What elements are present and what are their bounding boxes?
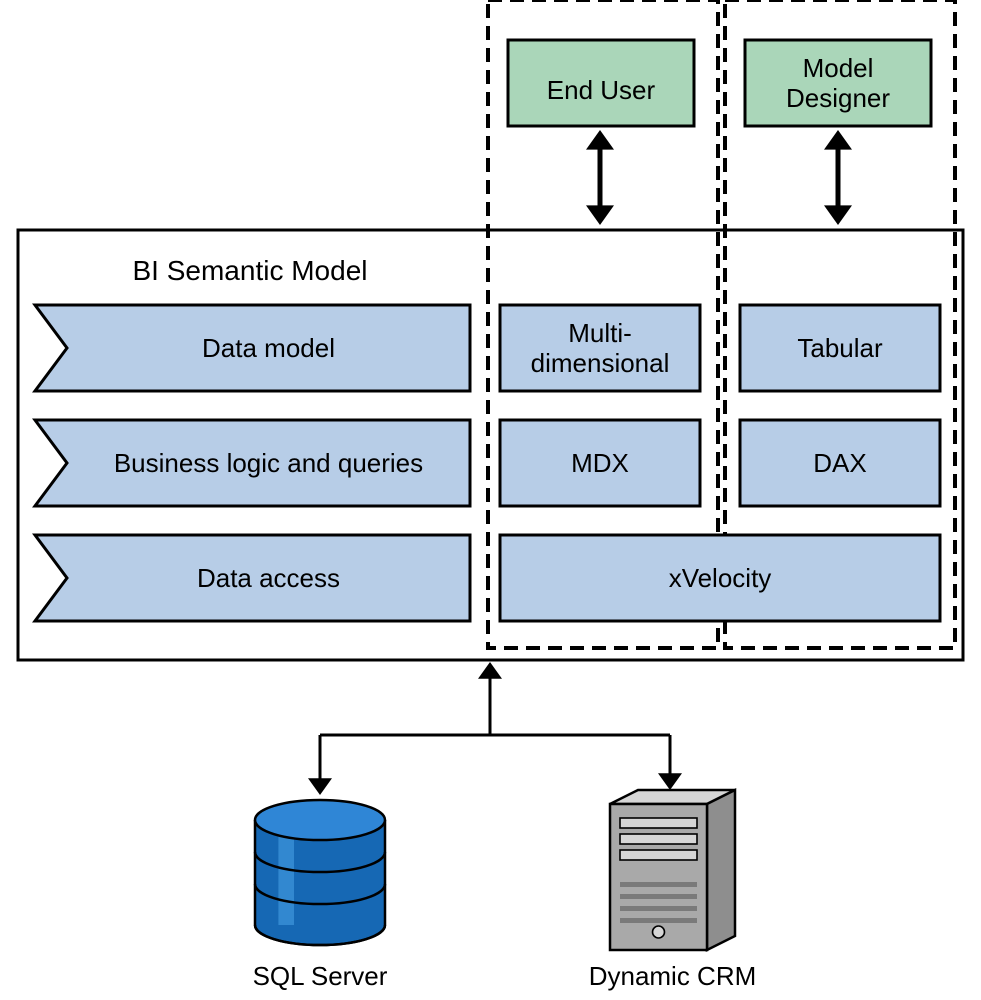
mdx-box: MDX <box>500 420 700 506</box>
box-label: xVelocity <box>669 563 772 593</box>
dynamic-crm-label: Dynamic CRM <box>589 961 757 991</box>
tag-label: Data model <box>202 333 335 363</box>
model-designer-arrow <box>824 130 852 225</box>
sql-server-label: SQL Server <box>253 961 388 991</box>
sql-server-icon <box>255 800 385 945</box>
end-user-arrow <box>586 130 614 225</box>
model-designer-node: Model Designer <box>745 40 931 126</box>
dax-box: DAX <box>740 420 940 506</box>
end-user-node: End User <box>508 40 694 126</box>
box-label: dimensional <box>531 348 670 378</box>
data-access-tag: Data access <box>35 535 470 621</box>
end-user-label: End User <box>547 75 656 105</box>
tag-label: Data access <box>197 563 340 593</box>
data-model-tag: Data model <box>35 305 470 391</box>
business-logic-tag: Business logic and queries <box>35 420 470 506</box>
multidimensional-box: Multi-dimensional <box>500 305 700 391</box>
model-designer-label-2: Designer <box>786 83 890 113</box>
box-label: Multi- <box>568 318 632 348</box>
box-label: Tabular <box>797 333 883 363</box>
xvelocity-box: xVelocity <box>500 535 940 621</box>
diagram-canvas: BI Semantic Model End User Model Designe… <box>0 0 981 1000</box>
bi-title: BI Semantic Model <box>133 255 368 286</box>
tag-label: Business logic and queries <box>114 448 423 478</box>
model-designer-label-1: Model <box>803 53 874 83</box>
box-label: DAX <box>813 448 866 478</box>
sources-connector <box>308 662 682 795</box>
dynamic-crm-icon <box>610 790 735 950</box>
tabular-box: Tabular <box>740 305 940 391</box>
box-label: MDX <box>571 448 629 478</box>
